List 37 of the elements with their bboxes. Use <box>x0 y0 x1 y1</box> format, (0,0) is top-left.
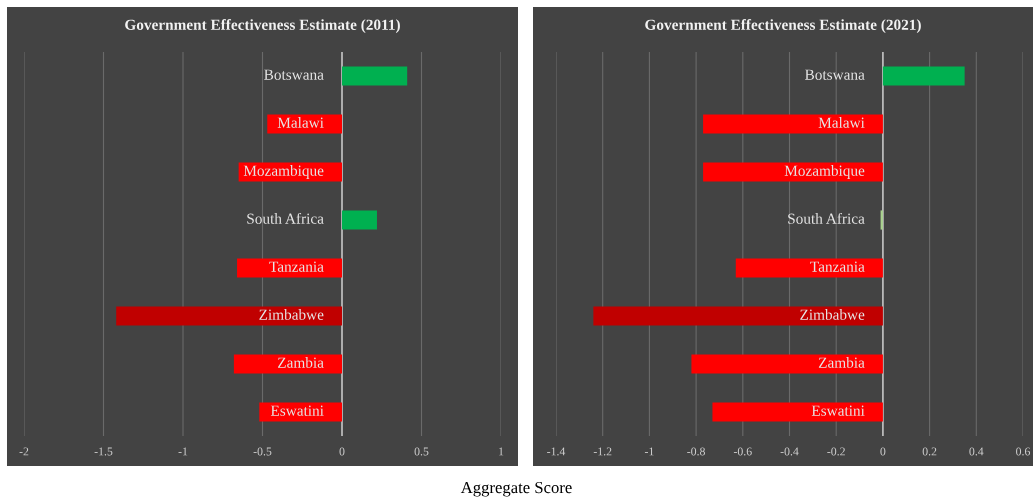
x-tick-label: 0.4 <box>969 447 984 456</box>
x-tick-label: -1.4 <box>547 447 566 456</box>
y-tick-label: Tanzania <box>269 261 324 272</box>
chart-title: Government Effectiveness Estimate (2011) <box>125 18 400 34</box>
y-tick-label: Zimbabwe <box>800 309 865 320</box>
x-tick-label: -1 <box>178 447 188 456</box>
x-tick-label: -0.5 <box>253 447 272 456</box>
y-tick-label: Zambia <box>278 357 324 368</box>
y-tick-label: South Africa <box>247 212 324 224</box>
x-tick-label: -1.5 <box>94 447 113 456</box>
x-tick-label: -0.8 <box>687 447 705 456</box>
y-tick-label: Malawi <box>818 117 865 128</box>
y-tick-label: Mozambique <box>243 165 324 179</box>
y-tick-label: South Africa <box>788 212 865 224</box>
x-tick-label: -0.2 <box>827 447 845 456</box>
x-tick-label: -2 <box>19 447 29 456</box>
y-tick-label: Eswatini <box>270 405 324 416</box>
y-tick-label: Malawi <box>277 117 324 128</box>
y-tick-label: Zimbabwe <box>259 309 324 320</box>
x-tick-label: -0.6 <box>733 447 752 456</box>
x-tick-label: 0.2 <box>922 447 937 456</box>
chart-title: Government Effectiveness Estimate (2021) <box>645 18 921 34</box>
y-tick-label: Zambia <box>818 357 865 368</box>
y-tick-label: Botswana <box>264 69 324 80</box>
x-tick-label: 0.5 <box>414 447 429 456</box>
y-tick-label: Mozambique <box>784 165 865 179</box>
x-tick-label: 0.6 <box>1016 447 1031 456</box>
x-tick-label: 1 <box>499 447 504 456</box>
x-tick-label: -1.2 <box>593 447 612 456</box>
x-tick-label: 0 <box>880 447 886 456</box>
y-tick-label: Botswana <box>805 69 865 80</box>
y-tick-label: Tanzania <box>810 261 865 272</box>
x-tick-label: -0.4 <box>780 447 799 456</box>
x-tick-label: -1 <box>644 447 654 456</box>
x-axis-title: Aggregate Score <box>460 481 572 497</box>
x-tick-label: 0 <box>339 447 345 456</box>
y-tick-label: Eswatini <box>811 405 865 416</box>
